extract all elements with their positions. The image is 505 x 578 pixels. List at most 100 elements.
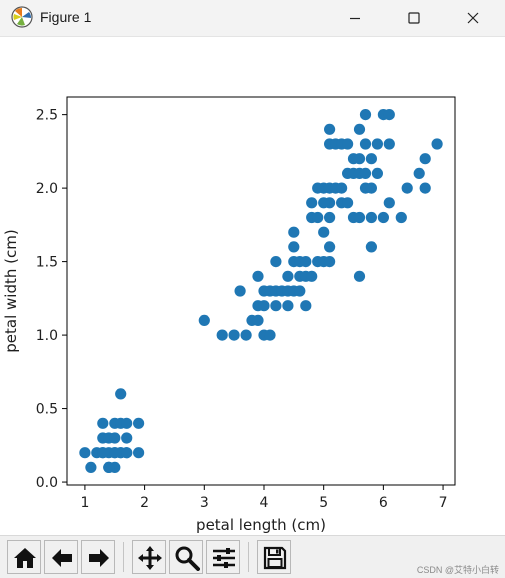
minimize-button[interactable] xyxy=(332,0,378,36)
close-icon xyxy=(467,12,479,24)
configure-subplots-button[interactable] xyxy=(206,540,240,574)
data-point xyxy=(312,211,324,224)
data-point xyxy=(324,123,336,135)
data-point xyxy=(419,182,431,194)
data-point xyxy=(306,270,318,282)
zoom-icon xyxy=(175,546,200,571)
data-point xyxy=(353,270,366,282)
data-point xyxy=(312,182,324,194)
title-bar[interactable]: Figure 1 xyxy=(0,0,505,37)
data-point xyxy=(365,153,377,165)
x-axis-label: petal length (cm) xyxy=(196,516,326,534)
data-point xyxy=(401,182,413,194)
figure-canvas: 1 2 3 4 5 6 7 0.0 0.5 1.0 1.5 2.0 2.5 petal length (… xyxy=(0,37,505,534)
x-tick-label: 1 xyxy=(80,495,89,511)
data-point xyxy=(282,300,294,312)
data-point xyxy=(288,241,300,253)
data-point xyxy=(318,226,330,238)
data-point xyxy=(103,461,115,473)
data-point xyxy=(371,167,383,179)
data-point xyxy=(395,211,407,224)
data-point xyxy=(258,300,270,312)
data-point xyxy=(234,285,246,297)
y-tick-label: 0.5 xyxy=(36,402,58,418)
x-tick-label: 5 xyxy=(319,495,328,511)
watermark-text: CSDN @艾特小白转 xyxy=(416,565,499,575)
data-point xyxy=(300,300,312,312)
data-point xyxy=(383,197,395,209)
data-point xyxy=(353,153,366,165)
window-title: Figure 1 xyxy=(40,9,92,25)
toolbar-separator xyxy=(123,542,124,572)
x-tick-label: 6 xyxy=(379,495,388,511)
y-tick-label: 1.5 xyxy=(36,255,58,271)
save-icon xyxy=(263,546,287,570)
zoom-button[interactable] xyxy=(169,540,203,574)
data-point xyxy=(121,417,133,429)
sliders-icon xyxy=(213,548,235,568)
y-tick-label: 0.0 xyxy=(36,475,58,491)
data-point xyxy=(342,138,354,150)
maximize-button[interactable] xyxy=(391,0,437,36)
navigation-toolbar xyxy=(0,535,505,578)
data-point xyxy=(115,388,127,400)
x-tick-label: 2 xyxy=(140,495,149,511)
data-point xyxy=(383,138,395,150)
data-point xyxy=(109,432,121,444)
data-point xyxy=(306,197,318,209)
data-point xyxy=(342,197,354,209)
data-point xyxy=(79,447,91,459)
data-point xyxy=(270,300,282,312)
arrow-right-icon xyxy=(89,549,109,567)
data-point xyxy=(324,211,336,224)
data-point xyxy=(133,417,145,429)
x-tick-label: 4 xyxy=(260,495,269,511)
data-point xyxy=(365,211,377,224)
data-point xyxy=(359,138,372,150)
y-tick-label: 1.0 xyxy=(36,328,58,344)
data-point xyxy=(359,167,372,179)
data-point xyxy=(324,241,336,253)
matplotlib-icon xyxy=(11,6,33,28)
back-button[interactable] xyxy=(44,540,78,574)
data-point xyxy=(97,447,109,459)
data-point xyxy=(282,270,294,282)
y-tick-label: 2.5 xyxy=(36,108,58,124)
toolbar-separator xyxy=(248,542,249,572)
forward-button[interactable] xyxy=(81,540,115,574)
data-point xyxy=(228,329,240,341)
y-tick-label: 2.0 xyxy=(36,181,58,197)
data-point xyxy=(121,432,133,444)
data-point xyxy=(264,329,276,341)
data-point xyxy=(109,447,121,459)
data-point xyxy=(377,211,389,224)
data-point xyxy=(294,285,306,297)
home-icon xyxy=(14,548,36,568)
data-point xyxy=(198,314,210,326)
close-button[interactable] xyxy=(450,0,496,36)
x-tick-label: 3 xyxy=(200,495,209,511)
save-button[interactable] xyxy=(257,540,291,574)
maximize-icon xyxy=(408,12,420,24)
data-point xyxy=(300,256,312,268)
data-point xyxy=(97,417,109,429)
data-point xyxy=(85,461,97,473)
home-button[interactable] xyxy=(7,540,41,574)
data-point xyxy=(121,447,133,459)
data-point xyxy=(365,182,377,194)
pan-button[interactable] xyxy=(132,540,166,574)
move-icon xyxy=(138,546,162,570)
data-point xyxy=(383,109,395,121)
x-tick-label: 7 xyxy=(439,495,448,511)
data-point xyxy=(133,447,145,459)
data-point xyxy=(252,314,264,326)
data-point xyxy=(419,153,431,165)
data-point xyxy=(318,197,330,209)
data-point xyxy=(413,167,425,179)
data-point xyxy=(359,109,372,121)
data-point xyxy=(288,226,300,238)
data-point xyxy=(270,256,282,268)
data-point xyxy=(353,123,366,135)
data-point xyxy=(324,256,336,268)
